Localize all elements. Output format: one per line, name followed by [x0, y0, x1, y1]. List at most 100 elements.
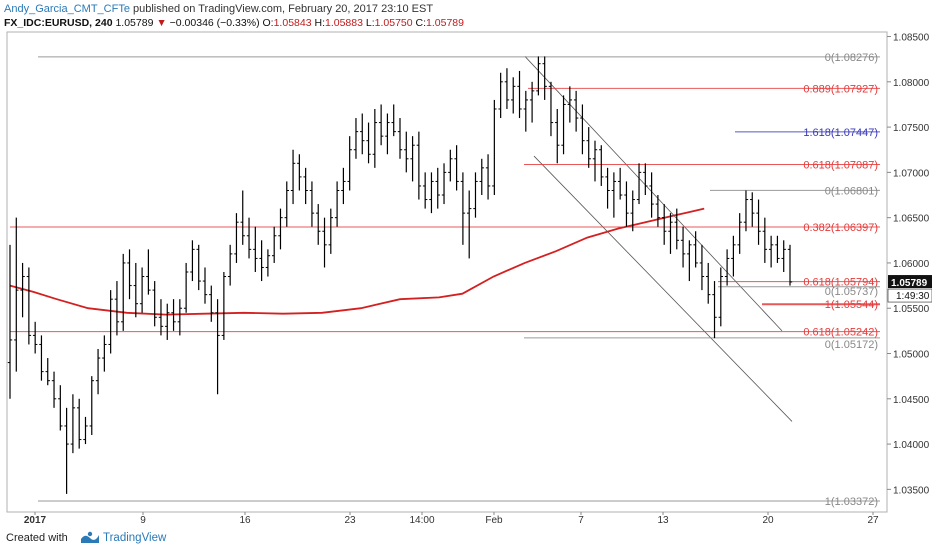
- chart-header: Andy_Garcia_CMT_CFTe published on Tradin…: [0, 0, 932, 32]
- fib-level-label: 0.618(1.07087): [803, 159, 878, 171]
- price-axis-label: 1.08500: [893, 33, 930, 44]
- ohlc-bar: [133, 262, 139, 318]
- ohlc-bar: [253, 226, 258, 272]
- ohlc-bar: [190, 240, 195, 282]
- ohlc-bar: [542, 56, 547, 100]
- created-with-text: Created with: [6, 532, 68, 544]
- ohlc-bar: [674, 208, 679, 250]
- symbol-label: FX_IDC:EURUSD, 240: [4, 17, 113, 29]
- ohlc-bar: [45, 358, 50, 386]
- ohlc-bar: [750, 192, 755, 227]
- ohlc-bar: [121, 253, 126, 331]
- ohlc-bar: [555, 108, 560, 164]
- price-axis-label: 1.04000: [893, 440, 930, 451]
- ohlc-bar: [158, 299, 164, 336]
- time-axis-label: 9: [140, 515, 146, 526]
- ohlc-bar: [209, 285, 214, 322]
- price-axis-label: 1.07000: [893, 168, 930, 179]
- close-label: C:: [415, 17, 427, 29]
- ohlc-bar: [240, 190, 245, 245]
- ohlc-bar: [76, 398, 82, 449]
- ohlc-bar: [473, 172, 478, 218]
- ohlc-bar: [165, 303, 170, 340]
- fib-level-label: 0.618(1.05794): [803, 277, 878, 289]
- ohlc-bar: [353, 118, 359, 159]
- ohlc-bar: [95, 348, 101, 395]
- ohlc-bar: [706, 262, 711, 304]
- high-label: H:: [314, 17, 325, 29]
- ohlc-bar: [303, 167, 308, 205]
- tradingview-logo-icon[interactable]: [80, 529, 100, 545]
- ohlc-bar: [334, 181, 340, 227]
- ohlc-bar: [127, 249, 132, 300]
- price-axis-label: 1.06000: [893, 259, 930, 270]
- ohlc-bar: [454, 145, 459, 191]
- moving-average-line: [9, 207, 705, 316]
- ohlc-bar: [234, 213, 239, 263]
- ohlc-bar: [309, 181, 315, 227]
- ohlc-bar: [718, 267, 724, 327]
- ohlc-bar: [397, 118, 403, 159]
- ohlc-bar: [14, 217, 19, 372]
- ohlc-bar: [435, 167, 440, 209]
- ohlc-bar: [762, 217, 768, 263]
- last-price: 1.05789: [115, 17, 154, 29]
- time-axis-label: 13: [657, 515, 669, 526]
- ohlc-bar: [83, 416, 88, 445]
- ohlc-bar: [422, 172, 428, 209]
- ohlc-bar: [227, 244, 233, 286]
- ohlc-bar: [743, 190, 749, 232]
- ohlc-bar: [479, 158, 484, 196]
- price-chart[interactable]: 0(1.08276) 0.889(1.07927) 1.618(1.07447) 0.…: [0, 0, 932, 526]
- ohlc-bar: [347, 136, 352, 191]
- ohlc-bar: [366, 122, 371, 164]
- ohlc-bar: [108, 290, 113, 354]
- low-label: L:: [365, 17, 375, 29]
- price-axis-label: 1.03500: [893, 485, 930, 496]
- ohlc-bar: [448, 149, 453, 182]
- ohlc-bar: [385, 113, 390, 155]
- ohlc-bar: [39, 335, 44, 381]
- tradingview-brand[interactable]: TradingView: [103, 532, 167, 544]
- footer: Created with TradingView: [0, 526, 932, 550]
- fib-level-label: 1(1.03372): [825, 496, 878, 508]
- ohlc-bar: [630, 190, 635, 232]
- time-axis-label: 16: [239, 515, 251, 526]
- ohlc-bar: [561, 95, 566, 155]
- fib-level-label: 1.618(1.07447): [803, 127, 878, 139]
- plot-border: [6, 31, 888, 513]
- fib-level-label: 0(1.08276): [825, 52, 878, 64]
- ohlc-bar: [737, 213, 742, 254]
- ohlc-bar: [89, 376, 94, 436]
- ohlc-bar: [51, 371, 57, 408]
- ohlc-bar: [271, 226, 277, 263]
- ohlc-bar: [636, 163, 642, 205]
- fib-level-label: 0(1.05737): [825, 286, 878, 298]
- ohlc-bar: [297, 154, 302, 191]
- ohlc-bar: [341, 167, 346, 205]
- ohlc-bar: [32, 321, 38, 354]
- price-axis-label: 1.07500: [893, 123, 930, 134]
- price-axis-label: 1.05500: [893, 304, 930, 315]
- ohlc-bar: [372, 108, 378, 168]
- ohlc-bar: [246, 217, 252, 259]
- author-link[interactable]: Andy_Garcia_CMT_CFTe: [4, 3, 130, 15]
- ohlc-bar: [580, 104, 585, 155]
- ohlc-bar: [404, 131, 409, 173]
- last-price-badge: [888, 275, 932, 289]
- price-change: −0.00346 (−0.33%): [169, 17, 260, 29]
- ohlc-bar: [511, 77, 516, 114]
- last-price-badge-text: 1.05789: [891, 278, 928, 289]
- ohlc-bar: [687, 240, 692, 282]
- countdown-badge-text: 1:49:30: [896, 291, 930, 302]
- publish-line: Andy_Garcia_CMT_CFTe published on Tradin…: [4, 3, 433, 15]
- fib-level-label: 0.889(1.07927): [803, 83, 878, 95]
- ohlc-bar: [410, 136, 415, 182]
- close-value: 1.05789: [426, 17, 464, 29]
- down-arrow-icon: ▼: [156, 17, 167, 29]
- ohlc-bar: [278, 208, 283, 250]
- ohlc-bar: [316, 204, 321, 245]
- ohlc-bar: [391, 104, 396, 137]
- ohlc-bar: [416, 131, 422, 200]
- ohlc-bar: [466, 190, 472, 259]
